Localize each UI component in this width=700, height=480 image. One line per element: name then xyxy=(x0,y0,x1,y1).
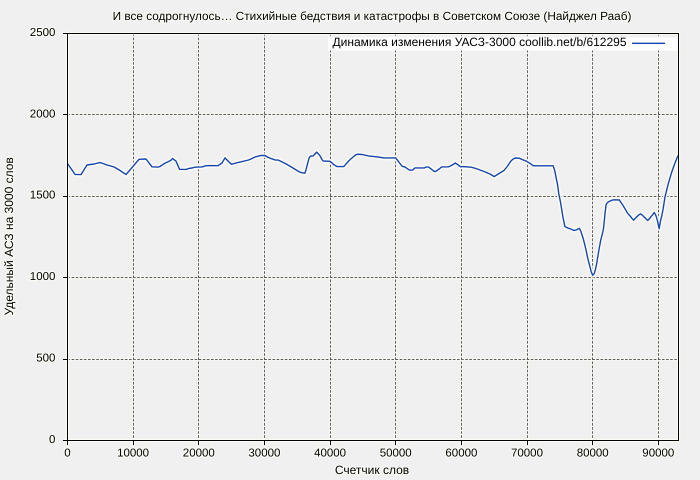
svg-text:80000: 80000 xyxy=(577,448,609,460)
svg-text:40000: 40000 xyxy=(314,448,346,460)
svg-text:20000: 20000 xyxy=(183,448,215,460)
svg-text:10000: 10000 xyxy=(117,448,149,460)
svg-text:1500: 1500 xyxy=(30,190,56,202)
svg-text:30000: 30000 xyxy=(248,448,280,460)
svg-text:И все содрогнулось… Стихийные: И все содрогнулось… Стихийные бедствия и… xyxy=(113,9,632,23)
svg-text:1000: 1000 xyxy=(30,271,56,283)
svg-text:2000: 2000 xyxy=(30,108,56,120)
svg-text:2500: 2500 xyxy=(30,27,56,39)
svg-text:1500: 1500 xyxy=(30,190,56,202)
svg-text:Удельный АСЗ на 3000 слов: Удельный АСЗ на 3000 слов xyxy=(2,157,16,315)
svg-text:90000: 90000 xyxy=(642,448,674,460)
svg-text:500: 500 xyxy=(36,353,55,365)
svg-text:2500: 2500 xyxy=(30,27,56,39)
svg-text:Удельный АСЗ на 3000 слов: Удельный АСЗ на 3000 слов xyxy=(2,157,16,315)
svg-text:70000: 70000 xyxy=(511,448,543,460)
svg-text:Динамика изменения УАСЗ-3000 c: Динамика изменения УАСЗ-3000 coollib.net… xyxy=(333,35,627,49)
svg-text:2000: 2000 xyxy=(30,108,56,120)
svg-text:И все содрогнулось… Стихийные: И все содрогнулось… Стихийные бедствия и… xyxy=(113,9,632,23)
svg-text:50000: 50000 xyxy=(380,448,412,460)
svg-text:10000: 10000 xyxy=(117,448,149,460)
svg-text:70000: 70000 xyxy=(511,448,543,460)
svg-text:500: 500 xyxy=(36,353,55,365)
svg-text:0: 0 xyxy=(64,448,70,460)
svg-text:40000: 40000 xyxy=(314,448,346,460)
svg-text:90000: 90000 xyxy=(642,448,674,460)
svg-text:0: 0 xyxy=(49,434,55,446)
svg-text:Счетчик слов: Счетчик слов xyxy=(335,463,409,477)
svg-text:60000: 60000 xyxy=(445,448,477,460)
svg-text:20000: 20000 xyxy=(183,448,215,460)
svg-text:80000: 80000 xyxy=(577,448,609,460)
svg-text:1000: 1000 xyxy=(30,271,56,283)
svg-text:60000: 60000 xyxy=(445,448,477,460)
svg-text:50000: 50000 xyxy=(380,448,412,460)
svg-text:Счетчик слов: Счетчик слов xyxy=(335,463,409,477)
svg-text:0: 0 xyxy=(64,448,70,460)
svg-text:0: 0 xyxy=(49,434,55,446)
svg-text:30000: 30000 xyxy=(248,448,280,460)
